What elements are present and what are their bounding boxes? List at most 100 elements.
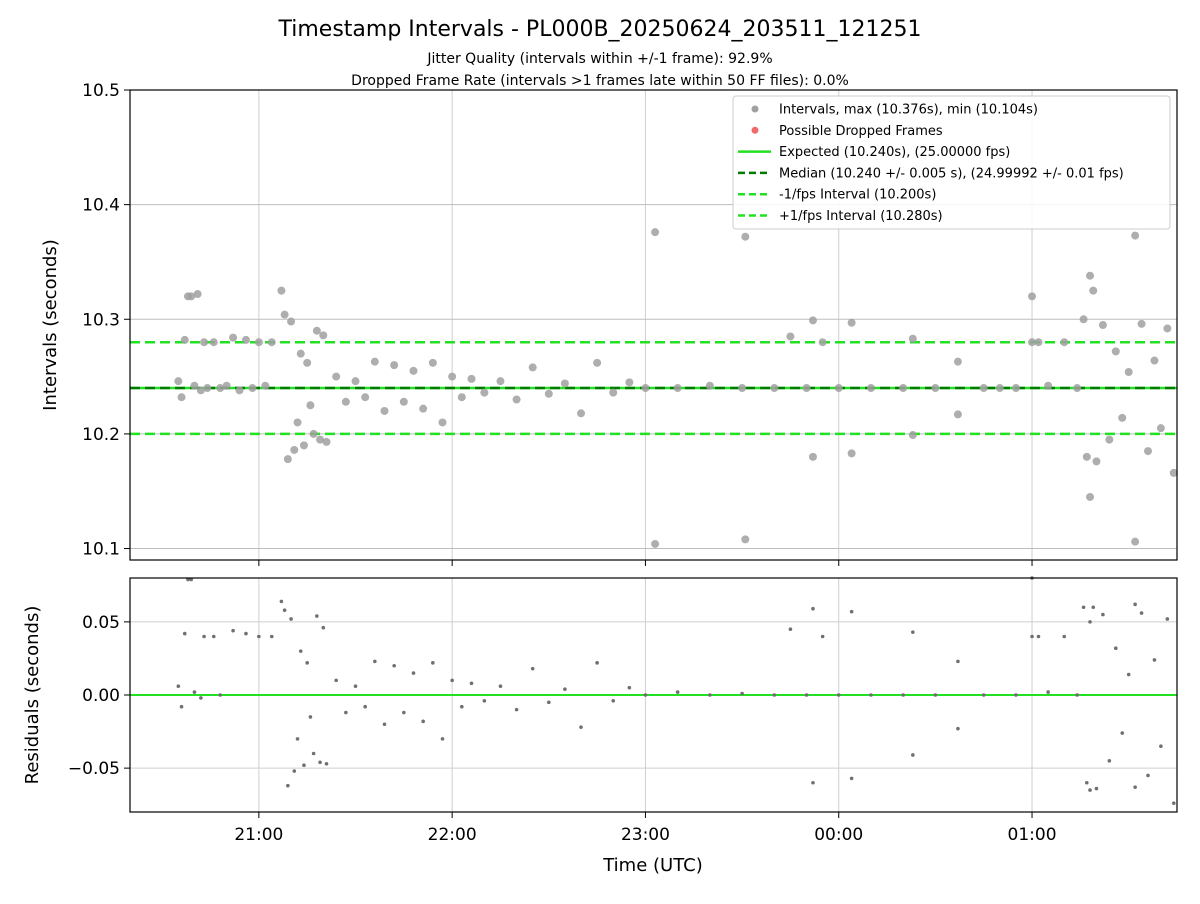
interval-point [847, 449, 856, 458]
interval-point [802, 384, 811, 393]
interval-point [1044, 381, 1053, 390]
residual-point [218, 693, 223, 697]
interval-point [995, 384, 1004, 393]
residual-point [1171, 801, 1176, 806]
residual-point [1152, 658, 1157, 662]
interval-point [193, 290, 202, 299]
residual-point [211, 634, 216, 639]
interval-point [1131, 537, 1140, 546]
interval-point [319, 331, 328, 340]
interval-point [651, 539, 660, 548]
interval-point [261, 381, 270, 390]
residual-point [788, 627, 793, 631]
interval-point [361, 393, 370, 402]
interval-point [786, 332, 795, 341]
residual-point [321, 625, 326, 630]
interval-point [293, 418, 302, 427]
interval-point [1028, 338, 1037, 347]
residual-point [373, 659, 377, 664]
residual-point [334, 678, 338, 683]
residual-point [308, 715, 313, 719]
top-y-tick-label: 10.2 [82, 425, 120, 445]
interval-point [808, 316, 817, 325]
interval-point [908, 334, 917, 343]
interval-point [316, 435, 325, 444]
interval-point [705, 381, 714, 390]
interval-point [673, 384, 682, 393]
residual-point [431, 661, 435, 665]
interval-point [280, 310, 289, 319]
bottom-y-tick-label: 0.00 [82, 686, 120, 706]
legend: Intervals, max (10.376s), min (10.104s) P… [732, 95, 1171, 230]
interval-point [953, 410, 962, 419]
residual-point [1120, 731, 1125, 735]
residual-point [324, 761, 329, 766]
interval-point [457, 393, 466, 402]
interval-point [296, 349, 305, 358]
interval-point [641, 384, 650, 393]
residual-point [411, 671, 416, 675]
residual-point [1062, 634, 1067, 639]
interval-point [241, 335, 250, 344]
residual-point [911, 630, 915, 634]
residual-point [869, 693, 873, 697]
residual-point [547, 700, 551, 705]
residual-point [811, 780, 815, 785]
residual-point [933, 693, 938, 697]
residual-point [269, 634, 274, 639]
interval-point [847, 318, 856, 327]
interval-point [203, 384, 212, 393]
interval-point [1163, 324, 1172, 333]
residual-point [202, 634, 206, 639]
bottom-y-tick-label: 0.05 [82, 613, 120, 633]
residual-point [402, 710, 406, 715]
legend-box [732, 95, 1171, 230]
residual-point [1139, 611, 1144, 615]
interval-point [1137, 319, 1146, 328]
interval-point [438, 418, 447, 427]
bottom-residual-points [176, 576, 1176, 806]
interval-point [399, 397, 408, 406]
residual-point [563, 687, 567, 691]
x-tick-label: 00:00 [814, 825, 863, 845]
top-y-tick-label: 10.3 [82, 310, 120, 330]
residual-point [1014, 693, 1018, 697]
interval-point [370, 357, 379, 366]
interval-point [254, 338, 263, 347]
residual-point [353, 684, 358, 689]
interval-point [1086, 492, 1095, 501]
interval-point [1131, 231, 1140, 240]
residual-point [311, 751, 316, 756]
interval-point [229, 333, 238, 342]
interval-point [467, 374, 476, 383]
residual-point [298, 649, 303, 653]
residual-point [244, 631, 248, 636]
interval-point [180, 335, 189, 344]
top-plot-frame [129, 89, 1178, 561]
residual-point [514, 707, 519, 712]
interval-point [277, 286, 286, 295]
residual-point [643, 693, 648, 697]
interval-point [312, 326, 321, 335]
interval-point [448, 372, 457, 381]
top-reference-lines [130, 340, 1177, 436]
residual-point [182, 631, 187, 636]
interval-point [609, 388, 618, 397]
residual-point [530, 666, 535, 671]
x-tick-label: 22:00 [428, 825, 477, 845]
residual-point [772, 693, 777, 697]
residual-point [286, 783, 290, 788]
interval-point [209, 338, 218, 347]
interval-point [428, 358, 437, 367]
residual-point [981, 693, 986, 697]
interval-point [174, 377, 183, 386]
residual-point [595, 661, 599, 665]
interval-point [908, 431, 917, 440]
interval-point [222, 381, 231, 390]
residual-point [1165, 617, 1170, 621]
interval-point [1011, 384, 1020, 393]
residual-point [231, 628, 235, 633]
interval-point [267, 338, 276, 347]
top-interval-points [174, 228, 1178, 548]
legend-marker-dot [751, 126, 759, 134]
